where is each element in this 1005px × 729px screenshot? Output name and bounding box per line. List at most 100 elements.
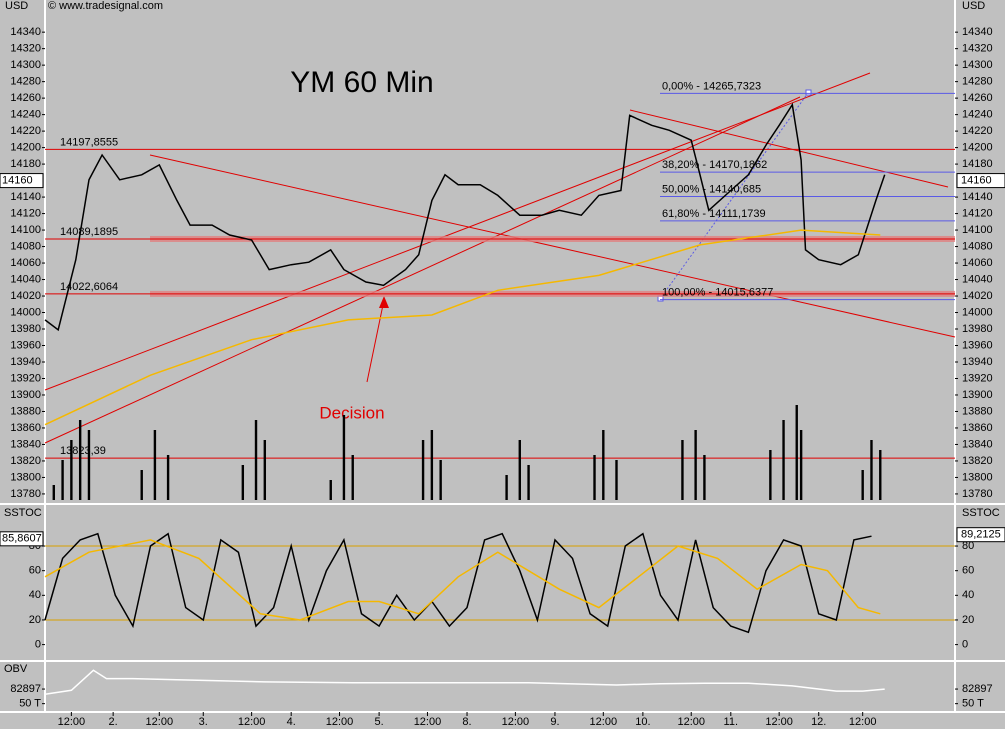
volume-bar: [681, 440, 684, 500]
y-tick-label: 14080: [10, 240, 41, 252]
y-tick-label: 13840: [10, 438, 41, 450]
y-tick-label: 14120: [962, 207, 993, 219]
pane-title: SSTOC: [962, 507, 1000, 519]
y-tick-label: 14080: [962, 240, 993, 252]
volume-bar: [430, 430, 434, 500]
y-tick-label: 13940: [962, 356, 993, 368]
x-tick-label: 11.: [724, 716, 738, 728]
y-tick-label: 20: [962, 614, 974, 626]
y-tick-label: 14060: [962, 257, 993, 269]
last-value-label: 14160: [961, 174, 992, 186]
y-tick-label: 14200: [10, 142, 41, 154]
y-tick-label: 13880: [10, 405, 41, 417]
volume-bar: [351, 455, 354, 500]
y-tick-label: 13780: [10, 488, 41, 500]
volume-bar: [879, 450, 882, 500]
fib-label: 0,00% - 14265,7323: [662, 80, 761, 92]
y-tick-label: 14280: [10, 76, 41, 88]
y-tick-label: 14300: [10, 59, 41, 71]
y-tick-label: 14240: [10, 109, 41, 121]
trendlines: [44, 72, 956, 444]
series-line: [44, 532, 872, 634]
x-tick-label: 2.: [109, 716, 118, 728]
copyright: © www.tradesignal.com: [48, 0, 163, 12]
y-tick-label: 14340: [962, 26, 993, 38]
y-tick-label: 0: [962, 639, 968, 651]
y-tick-label: 14320: [962, 43, 993, 55]
y-tick-label: 14140: [10, 191, 41, 203]
volume-bar: [52, 485, 55, 500]
y-tick-label: 82897: [10, 683, 41, 695]
level-label: 14089,1895: [60, 226, 118, 238]
y-tick-label: 13860: [10, 422, 41, 434]
last-value-box: [0, 531, 44, 547]
x-tick-label: 12:00: [326, 716, 354, 728]
x-tick-label: 12:00: [146, 716, 174, 728]
y-tick-label: 40: [962, 589, 974, 601]
x-tick-label: 4.: [287, 716, 296, 728]
volume-bar: [799, 430, 803, 500]
y-tick-label: 14220: [10, 125, 41, 137]
volume-bar: [329, 480, 332, 500]
x-tick-label: 12:00: [58, 716, 86, 728]
fib-label: 50,00% - 14140,685: [662, 183, 761, 195]
y-tick-label: 14180: [962, 158, 993, 170]
arrow: [366, 299, 385, 383]
level-label: 13823,39: [60, 445, 106, 457]
volume-bar: [342, 415, 346, 500]
y-tick-label: 13820: [962, 455, 993, 467]
y-tick-label: 14020: [10, 290, 41, 302]
volume-bar: [70, 440, 73, 500]
x-tick-label: 12:00: [590, 716, 618, 728]
x-tick-label: 12:00: [502, 716, 530, 728]
x-tick-label: 5.: [375, 716, 384, 728]
y-tick-label: 13920: [10, 372, 41, 384]
volume-bar: [87, 430, 91, 500]
volume-bar: [782, 420, 785, 500]
annotation: Decision: [319, 403, 384, 422]
level-label: 14022,6064: [60, 281, 118, 293]
y-tick-label: 40: [29, 589, 41, 601]
volume-bar: [769, 450, 772, 500]
y-tick-label: 50 T: [962, 698, 984, 710]
volume-bar: [870, 440, 873, 500]
y-tick-label: 13900: [962, 389, 993, 401]
x-tick-label: 10.: [635, 716, 650, 728]
unit-label: USD: [5, 0, 28, 12]
y-tick-label: 14320: [10, 43, 41, 55]
y-tick-label: 14280: [962, 76, 993, 88]
y-tick-label: 14200: [962, 142, 993, 154]
fib-label: 38,20% - 14170,1862: [662, 159, 767, 171]
volume-bar: [241, 465, 245, 500]
x-tick-label: 12:00: [849, 716, 877, 728]
volume-bar: [527, 465, 530, 500]
volume-bar: [254, 420, 258, 500]
volume-bar: [694, 430, 697, 500]
volume-bar: [140, 470, 143, 500]
fib-label: 61,80% - 14111,1739: [662, 208, 766, 220]
y-tick-label: 14300: [962, 59, 993, 71]
y-tick-label: 20: [29, 614, 41, 626]
y-tick-label: 13980: [10, 323, 41, 335]
arrow-head: [379, 296, 389, 308]
pane-title: OBV: [4, 663, 28, 675]
y-tick-label: 50 T: [19, 698, 41, 710]
y-tick-label: 60: [29, 565, 41, 577]
y-tick-label: 13820: [10, 455, 41, 467]
volume-bar: [61, 460, 64, 500]
fib-label: 100,00% - 14015,6377: [662, 287, 773, 299]
y-tick-label: 13860: [962, 422, 993, 434]
y-tick-label: 0: [35, 639, 41, 651]
y-tick-label: 13920: [962, 372, 993, 384]
volume-bar: [703, 455, 706, 500]
y-tick-label: 14260: [10, 92, 41, 104]
trendline: [44, 72, 871, 391]
y-tick-label: 14140: [962, 191, 993, 203]
y-tick-label: 14100: [10, 224, 41, 236]
series-line: [44, 539, 881, 621]
chart-title: YM 60 Min: [290, 66, 433, 99]
x-tick-label: 9.: [550, 716, 559, 728]
last-value-label: 89,2125: [961, 529, 1001, 541]
x-tick-label: 12.: [811, 716, 826, 728]
y-tick-label: 14240: [962, 109, 993, 121]
